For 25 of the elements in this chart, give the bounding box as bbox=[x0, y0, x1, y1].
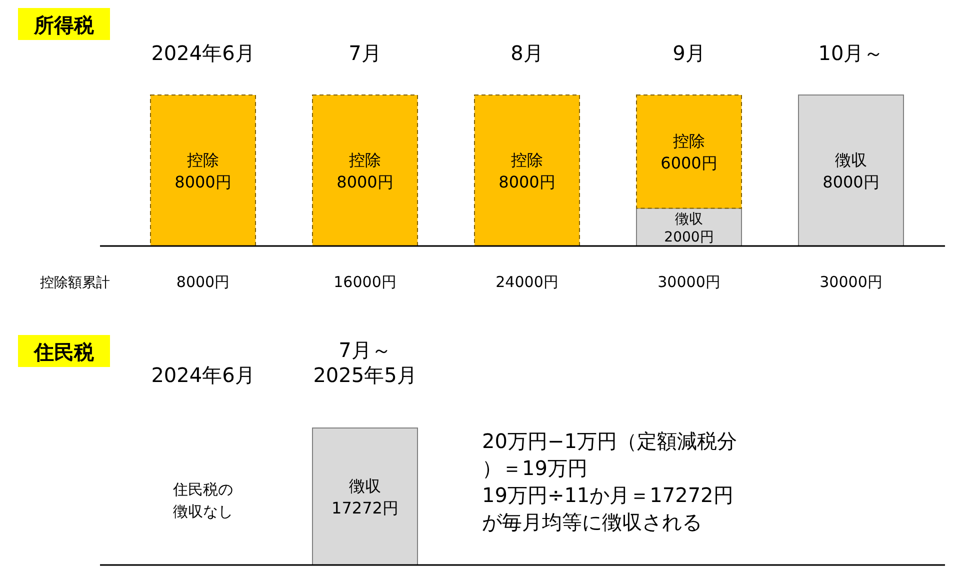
annotation: 8000円 bbox=[176, 273, 230, 291]
value-label: 控除 8000円 bbox=[174, 150, 232, 192]
title: 住民税 bbox=[34, 340, 94, 364]
value-label: 控除 8000円 bbox=[498, 150, 556, 192]
category: 7月～ 2025年5月 bbox=[313, 338, 417, 387]
category: 2024年6月 bbox=[151, 363, 255, 387]
annotation: 控除額累計 bbox=[40, 275, 110, 291]
annotation: 30000円 bbox=[658, 273, 720, 291]
category: 7月 bbox=[348, 41, 382, 65]
annotation: 住民税の徴収なし bbox=[173, 480, 233, 520]
title: 所得税 bbox=[34, 13, 94, 37]
category: 2024年6月 bbox=[151, 41, 255, 65]
annotation: 16000円 bbox=[334, 273, 396, 291]
value-label: 控除 6000円 bbox=[660, 132, 718, 173]
annotation: 19万円÷11か月＝17272円が毎月均等に徴収される bbox=[482, 483, 734, 534]
category: 10月～ bbox=[818, 41, 884, 65]
value-label: 控除 8000円 bbox=[336, 150, 394, 192]
category: 8月 bbox=[510, 41, 544, 65]
value-label: 徴収 2000円 bbox=[664, 211, 714, 246]
value-label: 徴収 17272円 bbox=[332, 476, 398, 518]
annotation: 20万円−1万円（定額減税分）＝19万円 bbox=[482, 429, 737, 480]
annotation: 30000円 bbox=[820, 273, 882, 291]
value-label: 徴収 8000円 bbox=[822, 150, 880, 192]
category: 9月 bbox=[672, 41, 706, 65]
annotation: 24000円 bbox=[496, 273, 558, 291]
